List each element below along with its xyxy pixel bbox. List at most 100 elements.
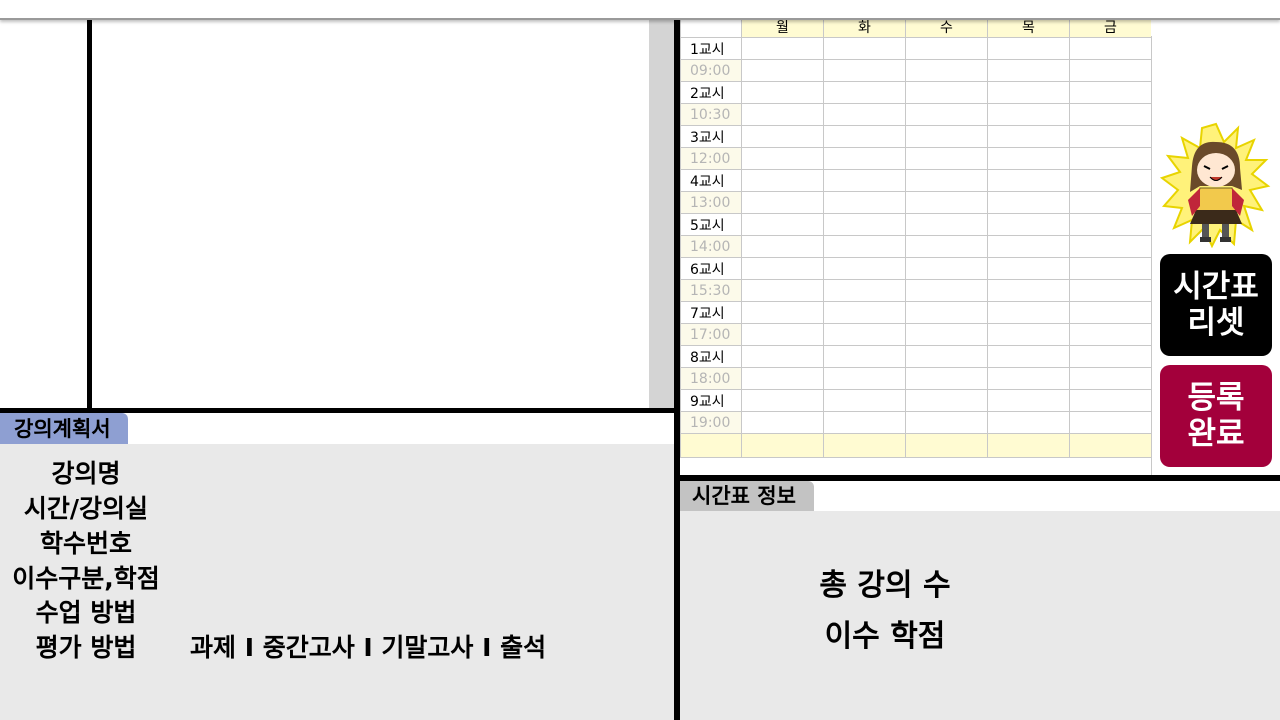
timetable-cell[interactable] [905, 191, 988, 214]
timetable-cell[interactable] [905, 257, 988, 280]
timetable-cell[interactable] [987, 169, 1070, 192]
timetable-cell[interactable] [1069, 125, 1152, 148]
timetable-cell[interactable] [823, 191, 906, 214]
timetable-cell[interactable] [741, 103, 824, 126]
timetable-cell[interactable] [741, 59, 824, 82]
timetable-cell[interactable] [823, 279, 906, 302]
timetable-cell[interactable] [905, 213, 988, 236]
timetable-cell[interactable] [905, 323, 988, 346]
timetable-cell[interactable] [1069, 103, 1152, 126]
timetable-cell[interactable] [741, 81, 824, 104]
timetable-cell[interactable] [741, 191, 824, 214]
timetable-cell[interactable] [741, 213, 824, 236]
timetable-cell[interactable] [741, 147, 824, 170]
period-label: 4교시 [680, 169, 742, 192]
timetable-cell[interactable] [741, 389, 824, 412]
timetable-cell[interactable] [905, 389, 988, 412]
timetable-cell[interactable] [741, 37, 824, 60]
timetable-cell[interactable] [823, 213, 906, 236]
time-room-label: 시간/강의실 [23, 494, 149, 523]
timetable-cell[interactable] [987, 301, 1070, 324]
timetable-cell[interactable] [823, 257, 906, 280]
timetable-cell[interactable] [1069, 81, 1152, 104]
timetable-cell[interactable] [741, 323, 824, 346]
timetable-cell[interactable] [823, 59, 906, 82]
timetable-cell[interactable] [1069, 191, 1152, 214]
timetable-footer-cell [987, 433, 1070, 458]
day-header-mon: 월 [741, 18, 824, 38]
timetable-cell[interactable] [905, 301, 988, 324]
timetable-cell[interactable] [987, 37, 1070, 60]
timetable-cell[interactable] [987, 367, 1070, 390]
timetable-cell[interactable] [823, 103, 906, 126]
timetable-cell[interactable] [741, 301, 824, 324]
timetable-cell[interactable] [823, 147, 906, 170]
timetable-cell[interactable] [741, 411, 824, 434]
timetable-cell[interactable] [823, 345, 906, 368]
register-complete-button[interactable]: 등록 완료 [1160, 365, 1272, 467]
timetable-cell[interactable] [823, 411, 906, 434]
timetable-cell[interactable] [905, 411, 988, 434]
timetable-cell[interactable] [1069, 257, 1152, 280]
timetable-cell[interactable] [823, 169, 906, 192]
timetable-cell[interactable] [741, 235, 824, 258]
timetable-cell[interactable] [905, 235, 988, 258]
timetable-cell[interactable] [987, 257, 1070, 280]
timetable-cell[interactable] [1069, 147, 1152, 170]
timetable-cell[interactable] [905, 37, 988, 60]
timetable-cell[interactable] [987, 213, 1070, 236]
timetable-cell[interactable] [987, 389, 1070, 412]
timetable-cell[interactable] [1069, 367, 1152, 390]
timetable-cell[interactable] [905, 169, 988, 192]
timetable-cell[interactable] [987, 345, 1070, 368]
timetable-cell[interactable] [905, 125, 988, 148]
timetable-cell[interactable] [741, 169, 824, 192]
timetable-cell[interactable] [987, 279, 1070, 302]
timetable-cell[interactable] [823, 301, 906, 324]
syllabus-tab[interactable]: 강의계획서 [0, 413, 128, 445]
timetable-cell[interactable] [987, 235, 1070, 258]
timetable-cell[interactable] [1069, 37, 1152, 60]
course-list-scrollbar[interactable] [649, 18, 676, 408]
timetable-cell[interactable] [987, 191, 1070, 214]
timetable-cell[interactable] [987, 411, 1070, 434]
timetable-cell[interactable] [741, 367, 824, 390]
timetable-cell[interactable] [987, 147, 1070, 170]
timetable-cell[interactable] [1069, 59, 1152, 82]
timetable-cell[interactable] [1069, 411, 1152, 434]
timetable-cell[interactable] [1069, 235, 1152, 258]
timetable-cell[interactable] [823, 367, 906, 390]
timetable-cell[interactable] [987, 125, 1070, 148]
course-list-area[interactable] [0, 18, 676, 408]
timetable-cell[interactable] [823, 323, 906, 346]
timetable-cell[interactable] [905, 103, 988, 126]
reset-timetable-button[interactable]: 시간표 리셋 [1160, 254, 1272, 356]
timetable-cell[interactable] [823, 81, 906, 104]
timetable-cell[interactable] [987, 59, 1070, 82]
timetable-cell[interactable] [823, 125, 906, 148]
timetable-cell[interactable] [741, 279, 824, 302]
timetable-cell[interactable] [741, 125, 824, 148]
timetable-cell[interactable] [741, 257, 824, 280]
timetable-info-tab[interactable]: 시간표 정보 [680, 481, 814, 511]
timetable-cell[interactable] [1069, 279, 1152, 302]
timetable-cell[interactable] [905, 147, 988, 170]
timetable-cell[interactable] [987, 81, 1070, 104]
timetable-cell[interactable] [823, 235, 906, 258]
timetable-cell[interactable] [741, 345, 824, 368]
timetable-cell[interactable] [1069, 323, 1152, 346]
timetable-cell[interactable] [905, 59, 988, 82]
timetable-cell[interactable] [905, 367, 988, 390]
timetable-cell[interactable] [987, 323, 1070, 346]
timetable-cell[interactable] [1069, 345, 1152, 368]
timetable-cell[interactable] [1069, 389, 1152, 412]
timetable-cell[interactable] [987, 103, 1070, 126]
timetable-cell[interactable] [1069, 301, 1152, 324]
timetable-cell[interactable] [1069, 169, 1152, 192]
timetable-cell[interactable] [905, 279, 988, 302]
timetable-cell[interactable] [1069, 213, 1152, 236]
timetable-cell[interactable] [823, 389, 906, 412]
timetable-cell[interactable] [823, 37, 906, 60]
timetable-cell[interactable] [905, 81, 988, 104]
timetable-cell[interactable] [905, 345, 988, 368]
